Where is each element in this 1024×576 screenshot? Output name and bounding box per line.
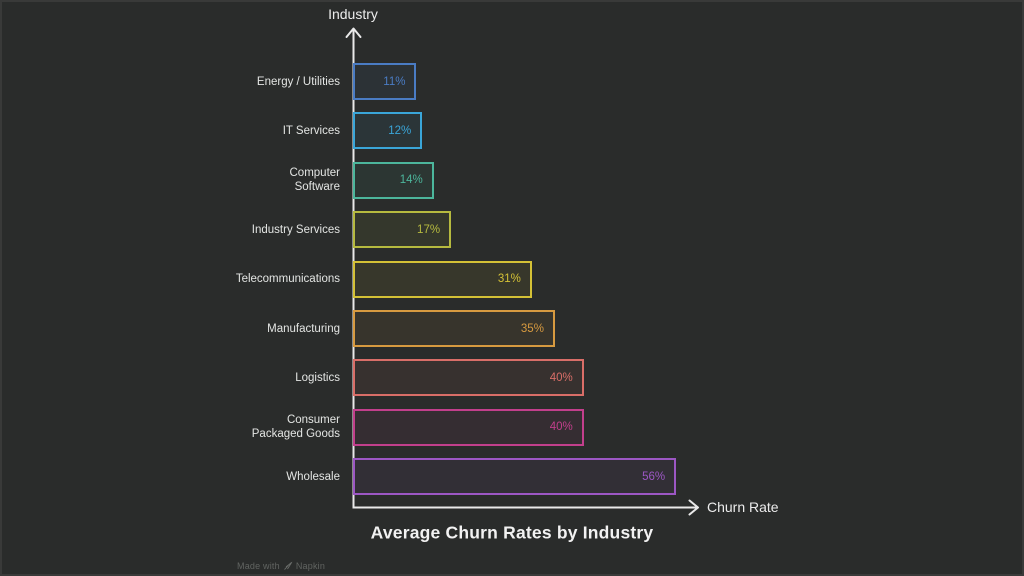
category-label: Manufacturing [267, 322, 340, 335]
napkin-logo-icon [284, 561, 293, 570]
bar: 12% [353, 112, 423, 150]
value-label: 40% [549, 421, 573, 434]
value-label: 14% [399, 174, 423, 187]
bar: 11% [353, 63, 417, 100]
value-label: 35% [520, 322, 544, 335]
value-label: 12% [388, 124, 412, 137]
y-axis-title: Industry [328, 6, 378, 22]
watermark-brand: Napkin [295, 561, 326, 571]
bar: 31% [353, 260, 532, 298]
watermark: Made with Napkin [237, 560, 325, 572]
category-label: Energy / Utilities [256, 75, 340, 88]
bar: 17% [353, 211, 452, 249]
bar: 56% [353, 458, 677, 496]
value-label: 17% [417, 223, 441, 236]
value-label: 11% [383, 75, 406, 88]
bar: 40% [353, 359, 584, 397]
category-label: Wholesale [286, 470, 340, 483]
bar: 35% [353, 310, 555, 347]
bar: 40% [353, 408, 584, 446]
watermark-text: Made with [237, 561, 280, 571]
category-label: Logistics [295, 371, 340, 384]
category-label: IT Services [282, 124, 340, 137]
category-label: Computer Software [289, 167, 341, 194]
x-axis-title: Churn Rate [707, 499, 779, 515]
category-label: Telecommunications [235, 273, 340, 286]
value-label: 56% [642, 470, 666, 483]
category-label: Industry Services [251, 223, 340, 236]
y-axis-arrow-icon [345, 27, 362, 38]
bar: 14% [353, 161, 434, 199]
x-axis-arrow-icon [688, 499, 699, 516]
chart-title: Average Churn Rates by Industry [370, 522, 654, 543]
category-label: Consumer Packaged Goods [251, 414, 340, 441]
value-label: 40% [549, 371, 573, 384]
value-label: 31% [497, 273, 521, 286]
